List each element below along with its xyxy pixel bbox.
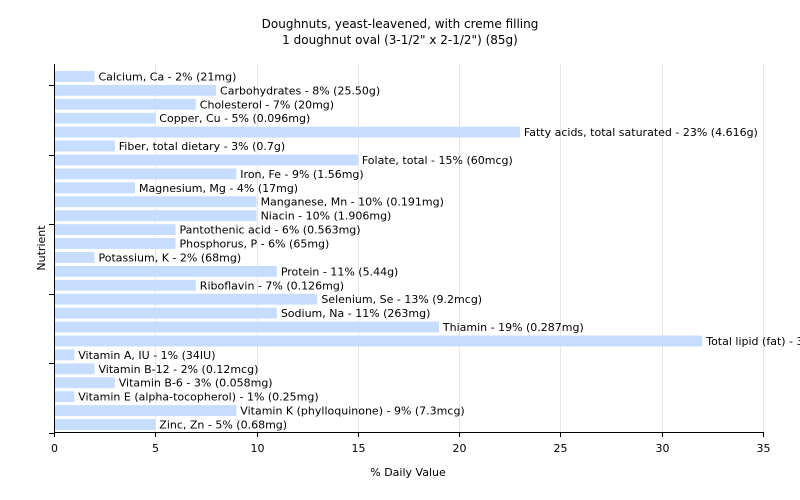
bar — [55, 224, 176, 236]
bar — [55, 363, 95, 375]
bar — [55, 321, 439, 333]
chart-title-block: Doughnuts, yeast-leavened, with creme fi… — [0, 16, 800, 48]
bar — [55, 265, 277, 277]
bar-label: Pantothenic acid - 6% (0.563mg) — [180, 224, 361, 237]
x-tick-label: 15 — [352, 442, 366, 455]
bar-label: Niacin - 10% (1.906mg) — [261, 210, 392, 223]
bar — [55, 140, 115, 152]
bar-label: Magnesium, Mg - 4% (17mg) — [139, 182, 298, 195]
bar — [55, 71, 95, 82]
bar — [55, 238, 176, 249]
chart-subtitle: 1 doughnut oval (3-1/2" x 2-1/2") (85g) — [282, 33, 518, 47]
bar-label: Manganese, Mn - 10% (0.191mg) — [261, 196, 444, 209]
bar — [55, 419, 156, 430]
bar-label: Iron, Fe - 9% (1.56mg) — [240, 168, 363, 181]
x-tick-label: 20 — [453, 442, 467, 455]
x-tick-label: 25 — [554, 442, 568, 455]
bar — [55, 279, 196, 291]
bar-label: Fatty acids, total saturated - 23% (4.61… — [524, 126, 758, 139]
bar — [55, 210, 257, 222]
bar — [55, 391, 75, 403]
bar-label: Vitamin A, IU - 1% (34IU) — [78, 349, 215, 362]
bar-label: Vitamin E (alpha-tocopherol) - 1% (0.25m… — [78, 391, 318, 404]
bar-label: Protein - 11% (5.44g) — [281, 265, 399, 278]
bar-label: Vitamin B-6 - 3% (0.058mg) — [119, 377, 273, 390]
bar-label: Fiber, total dietary - 3% (0.7g) — [119, 140, 285, 153]
x-tick-label: 5 — [152, 442, 159, 455]
bar — [55, 307, 277, 319]
x-tick-label: 0 — [51, 442, 58, 455]
bar — [55, 196, 257, 208]
bar-label: Potassium, K - 2% (68mg) — [99, 251, 242, 264]
bar — [55, 154, 358, 166]
bar — [55, 293, 318, 305]
bar-label: Sodium, Na - 11% (263mg) — [281, 307, 431, 320]
bar — [55, 98, 196, 110]
x-tick-label: 30 — [656, 442, 670, 455]
bar-label: Zinc, Zn - 5% (0.68mg) — [159, 419, 287, 432]
bar-label: Copper, Cu - 5% (0.096mg) — [159, 112, 310, 125]
bar-label: Vitamin B-12 - 2% (0.12mcg) — [99, 363, 259, 376]
bar-label: Cholesterol - 7% (20mg) — [200, 98, 334, 111]
bar — [55, 252, 95, 263]
bar — [55, 349, 75, 361]
bar-label: Thiamin - 19% (0.287mg) — [442, 321, 584, 334]
y-axis-title: Nutrient — [35, 225, 48, 271]
bar — [55, 84, 217, 96]
x-axis-title: % Daily Value — [370, 466, 446, 479]
bar-label: Phosphorus, P - 6% (65mg) — [180, 238, 330, 251]
axes: 0 5 10 15 20 25 30 35 — [49, 64, 771, 455]
grid-lines — [155, 64, 764, 432]
bars: Calcium, Ca - 2% (21mg)Carbohydrates - 8… — [55, 70, 800, 432]
bar — [55, 335, 703, 347]
bar-label: Vitamin K (phylloquinone) - 9% (7.3mcg) — [240, 405, 464, 418]
x-tick-label: 10 — [251, 442, 265, 455]
bar-label: Folate, total - 15% (60mcg) — [362, 154, 513, 167]
bar-label: Calcium, Ca - 2% (21mg) — [99, 70, 237, 83]
bar-label: Selenium, Se - 13% (9.2mcg) — [321, 293, 482, 306]
bar — [55, 126, 520, 138]
chart-title: Doughnuts, yeast-leavened, with creme fi… — [261, 17, 539, 31]
bar — [55, 405, 237, 417]
bar-label: Riboflavin - 7% (0.126mg) — [200, 279, 344, 292]
bar — [55, 168, 237, 180]
bar — [55, 377, 115, 389]
bar — [55, 182, 136, 194]
x-tick-label: 35 — [757, 442, 771, 455]
bar-label: Total lipid (fat) - 32% (20.82g) — [705, 335, 800, 348]
bar-label: Carbohydrates - 8% (25.50g) — [220, 84, 380, 97]
bar — [55, 112, 156, 124]
